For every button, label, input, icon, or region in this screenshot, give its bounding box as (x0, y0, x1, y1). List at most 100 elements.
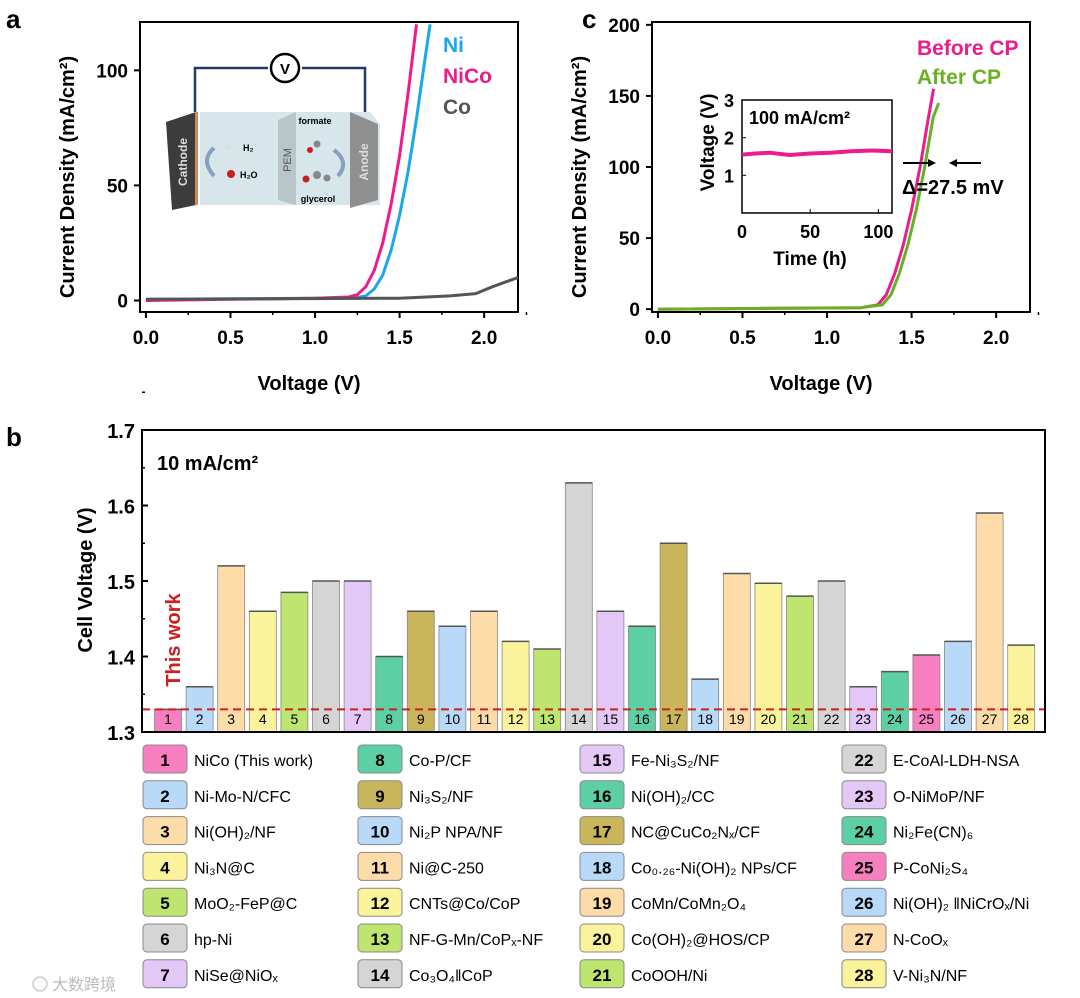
legend-item: 10 Ni₂P NPA/NF (357, 816, 503, 846)
panel-a-x-tick-label: 0.0 (133, 328, 159, 349)
panel-b-current-density-label: 10 mA/cm² (157, 453, 258, 475)
legend-swatch (357, 816, 403, 846)
bar-19 (722, 573, 751, 733)
legend-item: 14 Co₃O₄ǁCoP (357, 959, 493, 989)
legend-item: 26 Ni(OH)₂ ǁNiCrOₓ/Ni (841, 887, 1029, 917)
legend-label: NC@CuCo₂Nₓ/CF (631, 825, 760, 842)
legend-item: 24 Ni₂Fe(CN)₆ (841, 816, 973, 846)
legend-swatch (357, 959, 403, 989)
panel-a-y-tick-label: 0 (117, 291, 128, 312)
inset-x-axis-title: Time (h) (773, 249, 847, 270)
panel-a-x-tick-label: 0.5 (217, 328, 244, 349)
legend-item: 8 Co-P/CF (357, 744, 471, 774)
panel-c-y-tick-label: 50 (619, 229, 640, 250)
bar-number-label: 9 (417, 711, 425, 727)
electrolyzer-schematic: V Cathode PEM Anode H₂ H₂O formate glycerol (166, 52, 380, 210)
panel-b-y-tick-label: 1.3 (107, 723, 135, 745)
bar-number-label: 2 (196, 711, 204, 727)
watermark-text: 大数跨境 (52, 975, 116, 994)
legend-number: 28 (855, 966, 874, 985)
bar-number-label: 5 (291, 711, 299, 727)
legend-label: O-NiMoP/NF (893, 789, 985, 806)
panel-b-y-tick-label: 1.7 (107, 421, 135, 443)
legend-item: 21 CoOOH/Ni (579, 959, 707, 989)
legend-swatch (841, 744, 887, 774)
legend-item: 12 CNTs@Co/CoP (357, 887, 520, 917)
legend-label: NF-G-Mn/CoPₓ-NF (409, 932, 543, 949)
legend-number: 14 (371, 966, 390, 985)
legend-item: 20 Co(OH)₂@HOS/CP (579, 923, 770, 953)
bar-27 (975, 512, 1004, 733)
panel-c-series-after-cp (657, 102, 941, 311)
legend-swatch (841, 923, 887, 953)
bar-number-label: 22 (824, 711, 840, 727)
bar-number-label: 15 (603, 711, 619, 727)
legend-label: Ni₃N@C (194, 860, 255, 877)
legend-label: N-CoOₓ (893, 932, 949, 949)
bar-number-label: 24 (887, 711, 903, 727)
legend-item: 3 Ni(OH)₂/NF (142, 816, 276, 846)
legend-number: 2 (160, 787, 169, 806)
panel-b-plot-frame (141, 429, 1046, 733)
cycle-arrow-icon (205, 146, 216, 178)
legend-label: Co₃O₄ǁCoP (409, 968, 493, 985)
panel-label-c: c (582, 4, 596, 34)
legend-item: 19 CoMn/CoMn₂O₄ (579, 887, 746, 917)
legend-label: Ni₃S₂/NF (409, 789, 474, 806)
legend-swatch (357, 887, 403, 917)
legend-swatch (579, 959, 625, 989)
inset-y-tick-label: 2 (724, 129, 734, 149)
inset-y-tick-label: 1 (724, 166, 734, 186)
legend-label: CoOOH/Ni (631, 968, 707, 985)
legend-swatch (579, 887, 625, 917)
inset-y-tick-label: 3 (724, 91, 734, 111)
panel-a-plot-frame (139, 21, 519, 313)
voltmeter-label: V (280, 61, 290, 78)
panel-c-legend-after-cp: After CP (917, 66, 1001, 89)
bar-3 (217, 565, 246, 733)
legend-number: 16 (593, 787, 612, 806)
legend-label: Ni-Mo-N/CFC (194, 789, 291, 806)
bar-number-label: 8 (385, 711, 393, 727)
h2-molecule-icon (225, 144, 231, 150)
legend-label: Ni(OH)₂ ǁNiCrOₓ/Ni (893, 896, 1029, 913)
legend-label: Co-P/CF (409, 753, 471, 770)
legend-swatch (142, 744, 188, 774)
legend-number: 1 (160, 751, 169, 770)
bar-number-label: 13 (539, 711, 555, 727)
legend-swatch (357, 780, 403, 810)
glycerol-label: glycerol (301, 194, 336, 204)
bar-number-label: 14 (571, 711, 587, 727)
legend-label: CNTs@Co/CoP (409, 896, 520, 913)
inset-title: 100 mA/cm² (749, 108, 850, 128)
cycle-arrow-icon (332, 148, 346, 178)
panel-c-y-tick-label: 0 (629, 300, 640, 321)
pem-label: PEM (282, 148, 294, 172)
panel-b-y-tick-label: 1.6 (107, 497, 135, 519)
bar-number-label: 1 (164, 711, 172, 727)
arrowhead (928, 159, 936, 167)
panel-c-x-tick-label: 0.0 (645, 328, 671, 349)
legend-item: 17 NC@CuCo₂Nₓ/CF (579, 816, 760, 846)
bar-number-label: 10 (445, 711, 461, 727)
legend-swatch (841, 780, 887, 810)
panel-c-x-tick-label: 1.5 (898, 328, 925, 349)
inset-y-axis-title: Voltage (V) (698, 94, 719, 192)
this-work-label: This work (163, 592, 185, 686)
legend-swatch (579, 923, 625, 953)
glycerol-molecule-icon (313, 171, 321, 179)
legend-swatch (142, 887, 188, 917)
legend-number: 9 (375, 787, 384, 806)
bar-17 (659, 542, 688, 733)
legend-label: Ni₂P NPA/NF (409, 825, 503, 842)
h2o-molecule-icon (227, 170, 235, 178)
bar-number-label: 7 (354, 711, 362, 727)
bar-number-label: 12 (508, 711, 524, 727)
legend-number: 20 (593, 930, 612, 949)
legend-swatch (142, 851, 188, 881)
panel-c-y-tick-label: 100 (608, 158, 640, 179)
legend-swatch (142, 780, 188, 810)
bar-26 (944, 641, 972, 733)
panel-c-x-tick-label: 0.5 (729, 328, 756, 349)
